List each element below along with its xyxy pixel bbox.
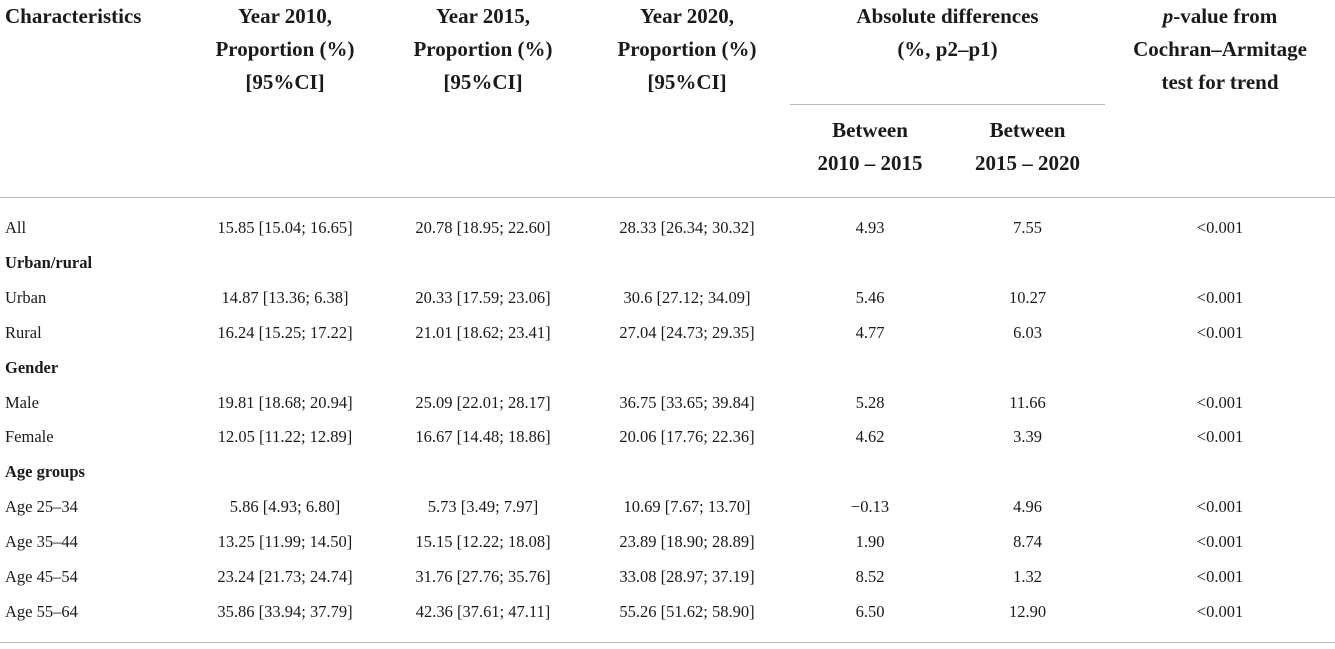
table-bottom-rule [0, 642, 1335, 643]
row-label: Urban/rural [5, 252, 93, 272]
cell-diff-2010-2015: 5.28 [855, 392, 885, 412]
table-row: Age 55–64 35.86 [33.94; 37.79] 42.36 [37.6… [0, 594, 1335, 629]
cell-diff-2010-2015: −0.13 [850, 497, 890, 517]
header-absolute-differences: Absolute differences (%, p2–p1) [856, 4, 1039, 61]
row-label: Age 45–54 [5, 567, 78, 586]
cell-diff-2015-2020: 10.27 [1008, 287, 1047, 307]
cell-2015: 16.67 [14.48; 18.86] [415, 427, 551, 447]
row-label: Rural [5, 322, 42, 342]
cell-2015: 25.09 [22.01; 28.17] [415, 392, 551, 412]
row-label: Age 55–64 [5, 601, 78, 621]
cell-diff-2010-2015: 5.46 [855, 287, 885, 307]
row-label: Age 35–44 [5, 532, 78, 552]
cell-p-value: <0.001 [1196, 497, 1244, 517]
table-row: Rural 16.24 [15.25; 17.22] 21.01 [18.62; 2… [0, 315, 1335, 350]
cell-2010: 12.05 [11.22; 12.89] [217, 427, 353, 447]
table-row: Urban 14.87 [13.36; 6.38] 20.33 [17.59; 23… [0, 280, 1335, 315]
header-between-2010-2015: Between 2010 – 2015 [817, 118, 923, 175]
cell-diff-2010-2015: 4.93 [855, 218, 885, 237]
cell-2020: 20.06 [17.76; 22.36] [619, 427, 755, 447]
cell-2010: 16.24 [15.25; 17.22] [217, 322, 353, 342]
cell-diff-2010-2015: 1.90 [855, 532, 885, 552]
cell-2010: 35.86 [33.94; 37.79] [217, 601, 353, 621]
cell-2020: 55.26 [51.62; 58.90] [619, 601, 755, 621]
header-year-2015: Year 2015, Proportion (%) [95%CI] [413, 4, 553, 94]
row-label: Age groups [5, 462, 85, 482]
cell-diff-2010-2015: 8.52 [855, 567, 885, 586]
cell-2015: 15.15 [12.22; 18.08] [415, 532, 551, 552]
cell-diff-2015-2020: 8.74 [1013, 532, 1042, 552]
cell-2015: 20.33 [17.59; 23.06] [415, 287, 551, 307]
cell-diff-2015-2020: 4.96 [1013, 497, 1042, 517]
table-row: Age 25–34 5.86 [4.93; 6.80] 5.73 [3.49; 7.… [0, 489, 1335, 524]
group-header-row: Age groups [0, 454, 1335, 489]
cell-2010: 14.87 [13.36; 6.38] [221, 287, 349, 307]
header-year-2020: Year 2020, Proportion (%) [95%CI] [617, 4, 757, 94]
header-characteristics: Characteristics [5, 4, 142, 28]
row-label: Male [5, 392, 39, 412]
header-between-2015-2020: Between 2015 – 2020 [975, 118, 1080, 175]
group-header-row: Gender [0, 350, 1335, 385]
cell-p-value: <0.001 [1196, 427, 1244, 447]
cell-2010: 19.81 [18.68; 20.94] [217, 392, 353, 412]
table-row: Female 12.05 [11.22; 12.89] 16.67 [14.48; … [0, 419, 1335, 454]
cell-p-value: <0.001 [1196, 532, 1244, 552]
cell-2010: 5.86 [4.93; 6.80] [229, 497, 341, 517]
cell-2010: 23.24 [21.73; 24.74] [217, 567, 353, 586]
cell-2020: 33.08 [28.97; 37.19] [619, 567, 755, 586]
row-label: Female [5, 427, 54, 447]
p-italic: p [1162, 4, 1174, 28]
row-label: Gender [5, 357, 59, 377]
cell-2020: 36.75 [33.65; 39.84] [619, 392, 755, 412]
header-bottom-rule [0, 197, 1335, 198]
table-row: Age 45–54 23.24 [21.73; 24.74] 31.76 [27.7… [0, 559, 1335, 594]
cell-p-value: <0.001 [1196, 322, 1244, 342]
cell-2010: 15.85 [15.04; 16.65] [217, 218, 353, 237]
cell-2015: 5.73 [3.49; 7.97] [427, 497, 539, 517]
cell-diff-2015-2020: 11.66 [1009, 392, 1046, 412]
cell-p-value: <0.001 [1196, 601, 1244, 621]
group-header-row: Urban/rural [0, 245, 1335, 280]
cell-2020: 30.6 [27.12; 34.09] [623, 287, 751, 307]
cell-2015: 21.01 [18.62; 23.41] [415, 322, 551, 342]
cell-2020: 27.04 [24.73; 29.35] [619, 322, 755, 342]
table-row: Age 35–44 13.25 [11.99; 14.50] 15.15 [12.2… [0, 524, 1335, 559]
cell-diff-2010-2015: 6.50 [855, 601, 885, 621]
cell-p-value: <0.001 [1196, 287, 1244, 307]
cell-2020: 10.69 [7.67; 13.70] [623, 497, 751, 517]
cell-diff-2010-2015: 4.77 [855, 322, 885, 342]
table-row: All 15.85 [15.04; 16.65] 20.78 [18.95; 22.… [0, 210, 1335, 245]
row-label: Urban [5, 287, 47, 307]
cell-p-value: <0.001 [1196, 392, 1244, 412]
cell-2020: 23.89 [18.90; 28.89] [619, 532, 755, 552]
cell-diff-2015-2020: 12.90 [1008, 601, 1047, 621]
cell-2020: 28.33 [26.34; 30.32] [619, 218, 755, 237]
cell-2015: 20.78 [18.95; 22.60] [415, 218, 551, 237]
cell-2010: 13.25 [11.99; 14.50] [217, 532, 353, 552]
cell-diff-2015-2020: 7.55 [1013, 218, 1042, 237]
header-subrule [790, 104, 1105, 105]
cell-diff-2015-2020: 6.03 [1013, 322, 1042, 342]
cell-diff-2015-2020: 3.39 [1013, 427, 1042, 447]
cell-p-value: <0.001 [1196, 567, 1244, 586]
table-row: Male 19.81 [18.68; 20.94] 25.09 [22.01; 28… [0, 385, 1335, 420]
cell-p-value: <0.001 [1196, 218, 1244, 237]
header-year-2010: Year 2010, Proportion (%) [95%CI] [215, 4, 355, 94]
header-p-value: p-value from Cochran–Armitage test for t… [1133, 4, 1307, 94]
row-label: Age 25–34 [5, 497, 78, 517]
cell-diff-2015-2020: 1.32 [1013, 567, 1042, 586]
row-label: All [5, 218, 27, 237]
cell-2015: 31.76 [27.76; 35.76] [415, 567, 551, 586]
cell-2015: 42.36 [37.61; 47.11] [415, 601, 551, 621]
cell-diff-2010-2015: 4.62 [855, 427, 885, 447]
